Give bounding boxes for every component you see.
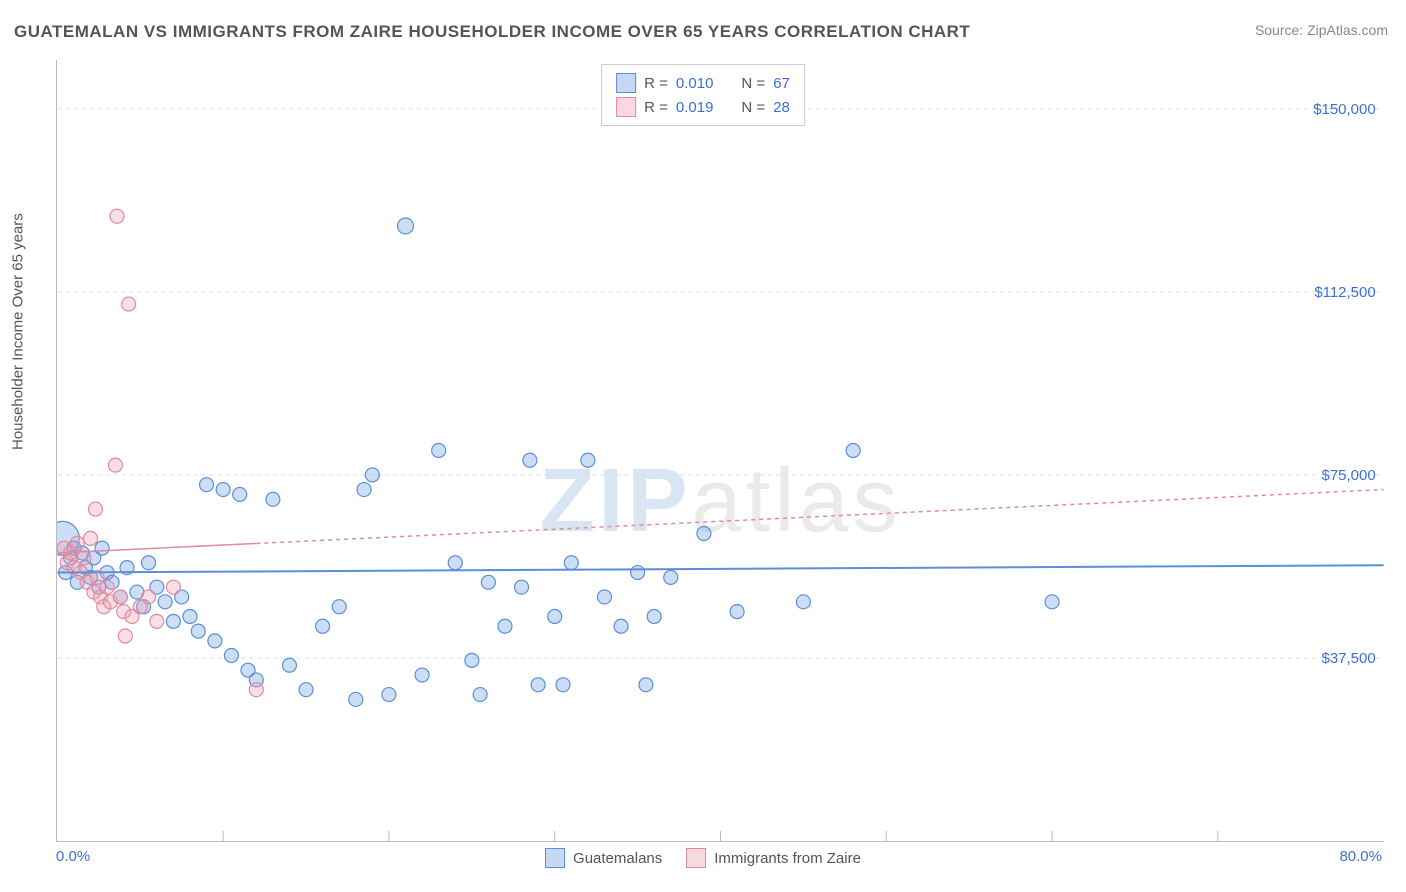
data-point-guatemalans <box>432 444 446 458</box>
data-point-guatemalans <box>382 688 396 702</box>
data-point-guatemalans <box>200 478 214 492</box>
y-tick-label: $75,000 <box>1322 467 1376 484</box>
plot-area: ZIPatlas $37,500$75,000$112,500$150,000 <box>56 60 1384 842</box>
legend-swatch-bottom-zaire <box>686 848 706 868</box>
data-point-guatemalans <box>614 619 628 633</box>
data-point-guatemalans <box>332 600 346 614</box>
data-point-guatemalans <box>95 541 109 555</box>
data-point-guatemalans <box>796 595 810 609</box>
legend-swatch-bottom-guatemalans <box>545 848 565 868</box>
legend-r-value-guatemalans: 0.010 <box>676 75 714 92</box>
data-point-guatemalans <box>846 444 860 458</box>
data-point-zaire <box>70 536 84 550</box>
source-label: Source: ZipAtlas.com <box>1255 22 1388 38</box>
data-point-zaire <box>150 614 164 628</box>
legend-n-label: N = <box>741 99 765 116</box>
x-max-label: 80.0% <box>1339 848 1382 865</box>
data-point-guatemalans <box>498 619 512 633</box>
series-legend: Guatemalans Immigrants from Zaire <box>545 848 861 868</box>
data-point-guatemalans <box>597 590 611 604</box>
data-point-guatemalans <box>631 566 645 580</box>
legend-swatch-guatemalans <box>616 73 636 93</box>
data-point-guatemalans <box>1045 595 1059 609</box>
data-point-guatemalans <box>531 678 545 692</box>
data-point-guatemalans <box>556 678 570 692</box>
data-point-zaire <box>108 458 122 472</box>
data-point-guatemalans <box>398 218 414 234</box>
legend-n-value-guatemalans: 67 <box>773 75 790 92</box>
chart-svg: $37,500 $75,000 $112,500 $150,000 <box>57 60 1384 841</box>
y-axis-label: Householder Income Over 65 years <box>10 213 27 450</box>
data-point-guatemalans <box>581 453 595 467</box>
data-point-guatemalans <box>282 658 296 672</box>
correlation-legend: R = 0.010 N = 67 R = 0.019 N = 28 <box>601 64 805 126</box>
data-point-guatemalans <box>664 570 678 584</box>
legend-n-value-zaire: 28 <box>773 99 790 116</box>
data-point-guatemalans <box>730 605 744 619</box>
data-point-guatemalans <box>299 683 313 697</box>
data-point-guatemalans <box>349 692 363 706</box>
y-tick-label: $37,500 <box>1322 650 1376 667</box>
trend-line-zaire-dashed <box>256 490 1383 544</box>
data-point-guatemalans <box>316 619 330 633</box>
data-point-zaire <box>100 580 114 594</box>
data-point-zaire <box>88 502 102 516</box>
data-point-zaire <box>77 551 91 565</box>
data-point-guatemalans <box>183 609 197 623</box>
data-point-guatemalans <box>465 653 479 667</box>
legend-n-label: N = <box>741 75 765 92</box>
data-point-zaire <box>84 531 98 545</box>
data-point-guatemalans <box>523 453 537 467</box>
data-point-guatemalans <box>191 624 205 638</box>
data-point-guatemalans <box>515 580 529 594</box>
data-point-zaire <box>113 590 127 604</box>
trend-line-guatemalans <box>57 565 1383 572</box>
legend-name-zaire: Immigrants from Zaire <box>714 850 861 867</box>
legend-item-guatemalans: Guatemalans <box>545 848 662 868</box>
data-point-zaire <box>166 580 180 594</box>
y-tick-label: $112,500 <box>1314 284 1375 301</box>
data-point-guatemalans <box>357 483 371 497</box>
data-point-guatemalans <box>415 668 429 682</box>
legend-r-value-zaire: 0.019 <box>676 99 714 116</box>
legend-r-label: R = <box>644 75 668 92</box>
data-point-guatemalans <box>224 649 238 663</box>
data-point-guatemalans <box>548 609 562 623</box>
legend-item-zaire: Immigrants from Zaire <box>686 848 861 868</box>
data-point-guatemalans <box>564 556 578 570</box>
data-point-zaire <box>118 629 132 643</box>
data-point-guatemalans <box>473 688 487 702</box>
data-point-guatemalans <box>158 595 172 609</box>
chart-title: GUATEMALAN VS IMMIGRANTS FROM ZAIRE HOUS… <box>14 22 970 42</box>
data-point-guatemalans <box>166 614 180 628</box>
data-point-zaire <box>142 590 156 604</box>
data-point-zaire <box>249 683 263 697</box>
legend-swatch-zaire <box>616 97 636 117</box>
data-point-guatemalans <box>481 575 495 589</box>
data-point-guatemalans <box>142 556 156 570</box>
legend-row-guatemalans: R = 0.010 N = 67 <box>616 71 790 95</box>
x-min-label: 0.0% <box>56 848 90 865</box>
data-point-guatemalans <box>647 609 661 623</box>
legend-name-guatemalans: Guatemalans <box>573 850 662 867</box>
data-point-guatemalans <box>448 556 462 570</box>
data-point-guatemalans <box>233 487 247 501</box>
y-tick-label: $150,000 <box>1313 101 1375 118</box>
data-point-guatemalans <box>639 678 653 692</box>
data-point-guatemalans <box>697 526 711 540</box>
legend-row-zaire: R = 0.019 N = 28 <box>616 95 790 119</box>
data-point-guatemalans <box>266 492 280 506</box>
legend-r-label: R = <box>644 99 668 116</box>
data-point-guatemalans <box>365 468 379 482</box>
data-point-zaire <box>110 209 124 223</box>
data-point-guatemalans <box>208 634 222 648</box>
data-point-guatemalans <box>216 483 230 497</box>
data-point-zaire <box>122 297 136 311</box>
